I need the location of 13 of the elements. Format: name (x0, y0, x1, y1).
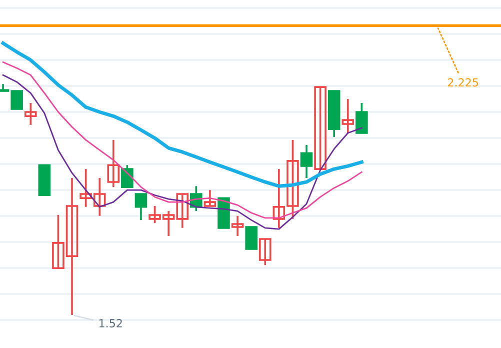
text: 1.52 (99, 319, 122, 328)
candlestick (134, 193, 148, 221)
candlestick (231, 215, 244, 237)
annotation: 2.225 (448, 78, 478, 87)
candlestick (356, 102, 368, 134)
candlestick (204, 189, 216, 207)
candlestick (107, 139, 120, 188)
candlestick (300, 144, 313, 179)
candlestick (245, 226, 258, 250)
candlestick (314, 86, 326, 170)
candlestick (342, 98, 354, 134)
candlestick (24, 102, 37, 126)
candlestick (258, 238, 272, 266)
